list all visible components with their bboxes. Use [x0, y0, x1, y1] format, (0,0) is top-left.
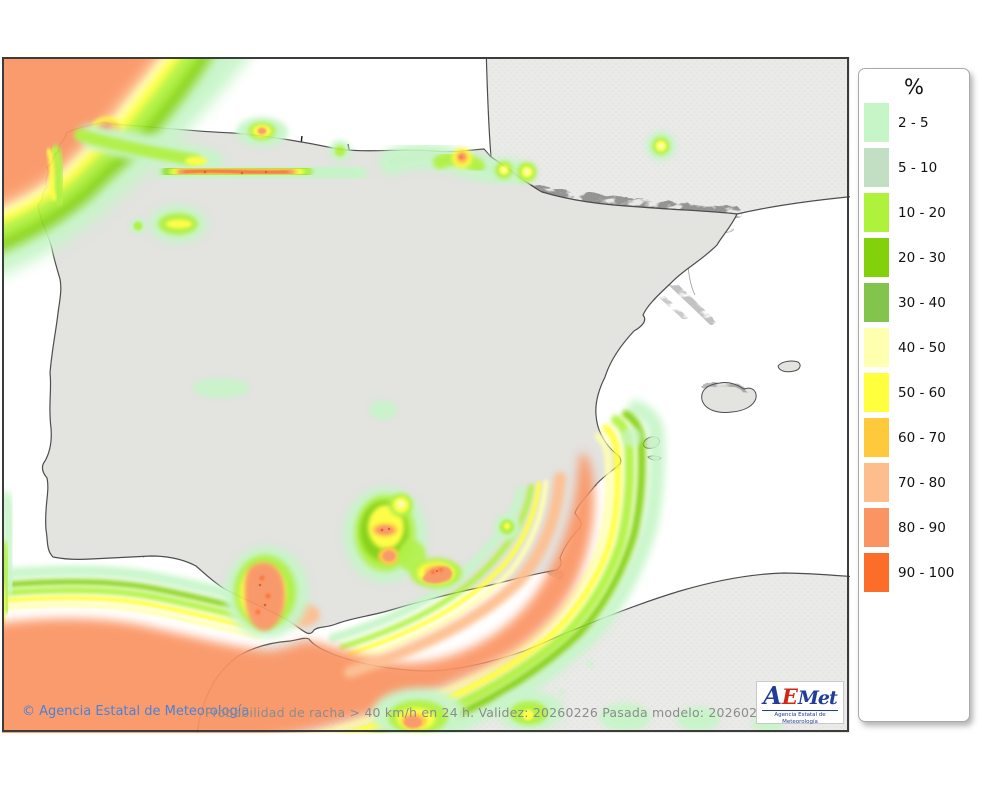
legend-swatch	[864, 328, 889, 367]
legend-item: 80 - 90	[864, 508, 969, 547]
prob-field-france-spot	[646, 131, 676, 161]
legend-item: 10 - 20	[864, 193, 969, 232]
map-canvas	[2, 57, 850, 733]
prob-field-asturias-spot	[236, 117, 288, 147]
legend-swatch	[864, 508, 889, 547]
legend-label: 60 - 70	[898, 429, 946, 446]
logo-letters-met: Met	[797, 687, 838, 709]
legend-panel: % 2 - 5 5 - 10 10 - 20 20 - 30 30 - 40 40 - 5…	[858, 68, 970, 722]
legend-swatch	[864, 418, 889, 457]
legend-label: 30 - 40	[898, 294, 946, 311]
legend-label: 5 - 10	[898, 159, 938, 176]
legend-item: 20 - 30	[864, 238, 969, 277]
prob-field-cadiz	[225, 546, 309, 638]
legend-items: 2 - 5 5 - 10 10 - 20 20 - 30 30 - 40 40 - 50 5…	[859, 103, 969, 592]
legend-item: 60 - 70	[864, 418, 969, 457]
legend-label: 50 - 60	[898, 384, 946, 401]
map-frame	[2, 57, 850, 733]
legend-swatch	[864, 193, 889, 232]
legend-label: 2 - 5	[898, 114, 929, 131]
legend-label: 90 - 100	[898, 564, 955, 581]
legend-item: 90 - 100	[864, 553, 969, 592]
aemet-logo: AEMet Agencia Estatal de Meteorología	[756, 681, 844, 725]
logo-subtitle: Agencia Estatal de Meteorología	[774, 712, 826, 725]
legend-item: 50 - 60	[864, 373, 969, 412]
prob-field-cartagena	[494, 514, 520, 540]
legend-item: 40 - 50	[864, 328, 969, 367]
map-border	[2, 57, 849, 732]
aemet-logo-word: AEMet	[757, 683, 843, 710]
legend-item: 30 - 40	[864, 283, 969, 322]
island-menorca	[777, 360, 801, 373]
legend-item: 2 - 5	[864, 103, 969, 142]
legend-swatch	[864, 103, 889, 142]
prob-field-balearic-spots	[558, 427, 642, 696]
terrain-iberia	[37, 121, 801, 635]
legend-swatch	[864, 283, 889, 322]
legend-label: 80 - 90	[898, 519, 946, 536]
legend-swatch	[864, 373, 889, 412]
legend-label: 40 - 50	[898, 339, 946, 356]
prob-field-basque-coast	[329, 140, 537, 187]
legend-label: 20 - 30	[898, 249, 946, 266]
logo-letter-e: E	[781, 684, 798, 709]
legend-item: 70 - 80	[864, 463, 969, 502]
prob-field-granada	[343, 487, 462, 588]
legend-title: %	[904, 75, 924, 99]
legend-swatch	[864, 553, 889, 592]
logo-underline	[762, 710, 838, 711]
legend-label: 10 - 20	[898, 204, 946, 221]
prob-field-extremadura	[192, 378, 250, 398]
legend-swatch	[864, 148, 889, 187]
prob-field-atlantic-nw	[2, 57, 250, 276]
legend-label: 70 - 80	[898, 474, 946, 491]
prob-field-la-mancha	[369, 400, 397, 420]
logo-letter-a: A	[763, 681, 782, 710]
legend-swatch	[864, 238, 889, 277]
legend-swatch	[864, 463, 889, 502]
prob-field-cantabrian-range	[155, 155, 367, 191]
copyright-text: © Agencia Estatal de Meteorología	[22, 704, 250, 719]
product-info-text: Probabilidad de racha > 40 km/h en 24 h.…	[205, 705, 790, 720]
prob-field-south-galicia	[130, 205, 208, 243]
legend-item: 5 - 10	[864, 148, 969, 187]
